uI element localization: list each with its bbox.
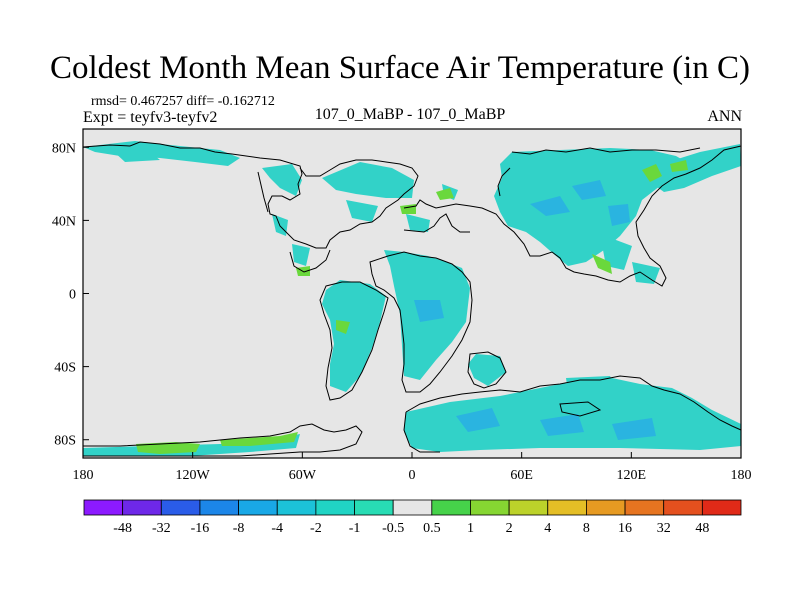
moderate-negative-patches: [414, 180, 656, 440]
colorbar-label: 16: [618, 521, 632, 536]
y-tick-label: 0: [69, 288, 76, 303]
colorbar-box: [470, 499, 510, 516]
y-tick-label: 40N: [52, 214, 76, 229]
colorbar-label: 0.5: [423, 521, 441, 536]
x-tick-label: 60W: [289, 468, 317, 483]
colorbar: -48 -32 -16 -8 -4 -2 -1 -0.5 0.5 1 2 4 8…: [83, 499, 742, 536]
colorbar-label: -32: [152, 521, 171, 536]
colorbar-label: 32: [657, 521, 671, 536]
colorbar-label: 4: [544, 521, 551, 536]
y-tick-label: 80S: [54, 434, 76, 449]
colorbar-box: [586, 499, 626, 516]
colorbar-label: 1: [467, 521, 474, 536]
period-label: 107_0_MaBP - 107_0_MaBP: [314, 106, 506, 123]
colorbar-box: [160, 499, 201, 516]
colorbar-label: 8: [583, 521, 590, 536]
x-tick-label: 0: [409, 468, 416, 483]
x-tick-label: 60E: [510, 468, 533, 483]
colorbar-box: [315, 499, 355, 516]
chart-title: Coldest Month Mean Surface Air Temperatu…: [50, 50, 750, 86]
x-axis: 180 120W 60W 0 60E 120E 180: [73, 452, 752, 483]
colorbar-label: 48: [695, 521, 709, 536]
anomaly-layer: [83, 141, 741, 456]
y-tick-label: 80N: [52, 141, 76, 156]
colorbar-box: [276, 499, 317, 516]
stats-text: rmsd= 0.467257 diff= -0.162712: [91, 94, 275, 109]
y-axis: 80N 40N 0 40S 80S: [52, 141, 89, 449]
colorbar-label: -48: [113, 521, 132, 536]
x-tick-label: 120E: [617, 468, 647, 483]
colorbar-label: -2: [310, 521, 322, 536]
colorbar-label: 2: [506, 521, 513, 536]
season-label: ANN: [707, 108, 742, 125]
colorbar-box: [624, 499, 665, 516]
negative-anomaly-patches: [83, 141, 741, 456]
x-tick-label: 180: [73, 468, 94, 483]
colorbar-box: [547, 499, 587, 516]
colorbar-label: -8: [233, 521, 245, 536]
colorbar-box: [354, 499, 394, 516]
colorbar-box: [701, 499, 742, 516]
colorbar-box: [392, 499, 433, 516]
y-tick-label: 40S: [54, 361, 76, 376]
colorbar-box: [199, 499, 239, 516]
colorbar-box: [431, 499, 471, 516]
colorbar-label: -1: [349, 521, 361, 536]
colorbar-box: [238, 499, 278, 516]
experiment-label: Expt = teyfv3-teyfv2: [83, 109, 218, 126]
colorbar-label: -4: [271, 521, 283, 536]
coastlines: [82, 141, 742, 457]
colorbar-box: [83, 499, 124, 516]
colorbar-box: [663, 499, 703, 516]
colorbar-box: [122, 499, 162, 516]
positive-anomaly-patches: [136, 160, 688, 454]
colorbar-box: [508, 499, 549, 516]
x-tick-label: 180: [731, 468, 752, 483]
x-tick-label: 120W: [176, 468, 211, 483]
colorbar-label: -16: [191, 521, 210, 536]
colorbar-label: -0.5: [382, 521, 404, 536]
